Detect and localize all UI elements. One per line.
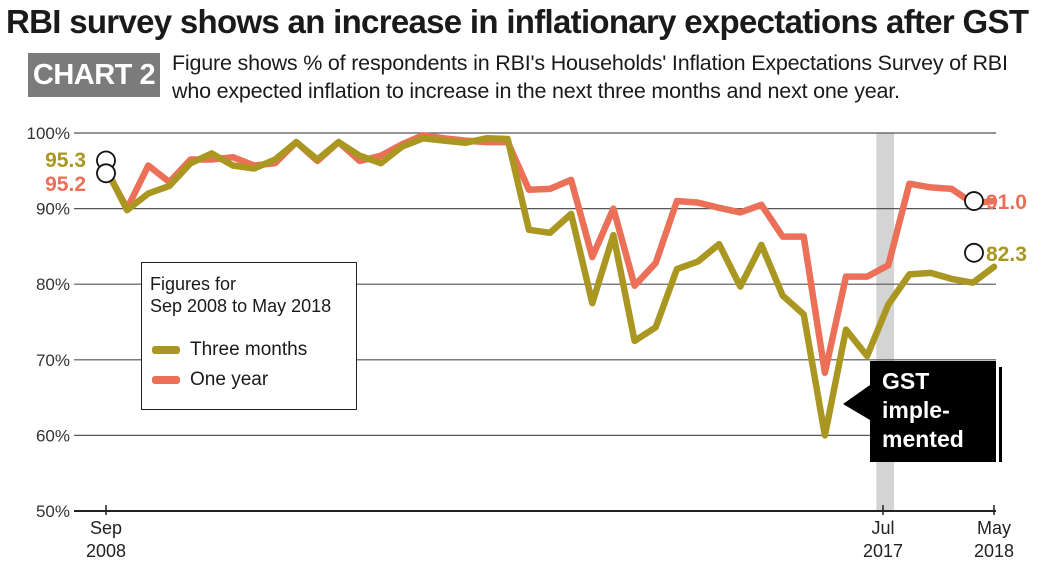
data-label-three-months-end: 82.3 <box>986 243 1027 266</box>
y-tick-label: 90% <box>36 200 70 219</box>
end-marker-three-months <box>964 242 984 263</box>
y-tick-label: 60% <box>36 426 70 445</box>
gst-annotation: GST imple- mented <box>870 361 1002 462</box>
x-tick-label: May <box>977 518 1011 538</box>
gst-annotation-edge <box>999 367 1002 462</box>
gst-annotation-pointer <box>843 385 870 420</box>
y-tick-label: 100% <box>27 124 70 143</box>
gst-annotation-text: GST imple- mented <box>882 368 964 452</box>
x-tick-label: 2008 <box>86 541 126 561</box>
y-tick-label: 50% <box>36 502 70 521</box>
chart-number-tag: CHART 2 <box>28 53 160 97</box>
x-tick-label: 2018 <box>974 541 1014 561</box>
chart-subtitle: Figure shows % of respondents in RBI's H… <box>172 51 1008 103</box>
gst-annotation-box: GST imple- mented <box>870 361 996 462</box>
legend-swatch-one-year <box>152 376 180 384</box>
series-line-three-months <box>102 135 998 439</box>
y-tick-label: 80% <box>36 275 70 294</box>
data-label-one-year-start: 95.2 <box>45 173 86 196</box>
legend-heading: Figures for Sep 2008 to May 2018 <box>150 274 332 316</box>
x-tick-label: Jul <box>871 518 894 538</box>
legend-item-three-months: Three months <box>152 339 307 361</box>
start-marker-one-year <box>96 163 116 184</box>
chart-legend: Figures for Sep 2008 to May 2018 Three m… <box>141 262 357 410</box>
legend-label-one-year: One year <box>190 369 269 390</box>
legend-item-one-year: One year <box>152 369 268 391</box>
data-label-one-year-end: 91.0 <box>986 191 1027 214</box>
legend-swatch-three-months <box>152 346 180 354</box>
legend-label-three-months: Three months <box>190 339 308 360</box>
data-label-three-months-start: 95.3 <box>45 149 86 172</box>
chart-title: RBI survey shows an increase in inflatio… <box>6 3 1029 40</box>
y-tick-label: 70% <box>36 351 70 370</box>
x-tick-label: 2017 <box>863 541 903 561</box>
end-marker-one-year <box>964 191 984 211</box>
x-tick-label: Sep <box>90 518 122 538</box>
